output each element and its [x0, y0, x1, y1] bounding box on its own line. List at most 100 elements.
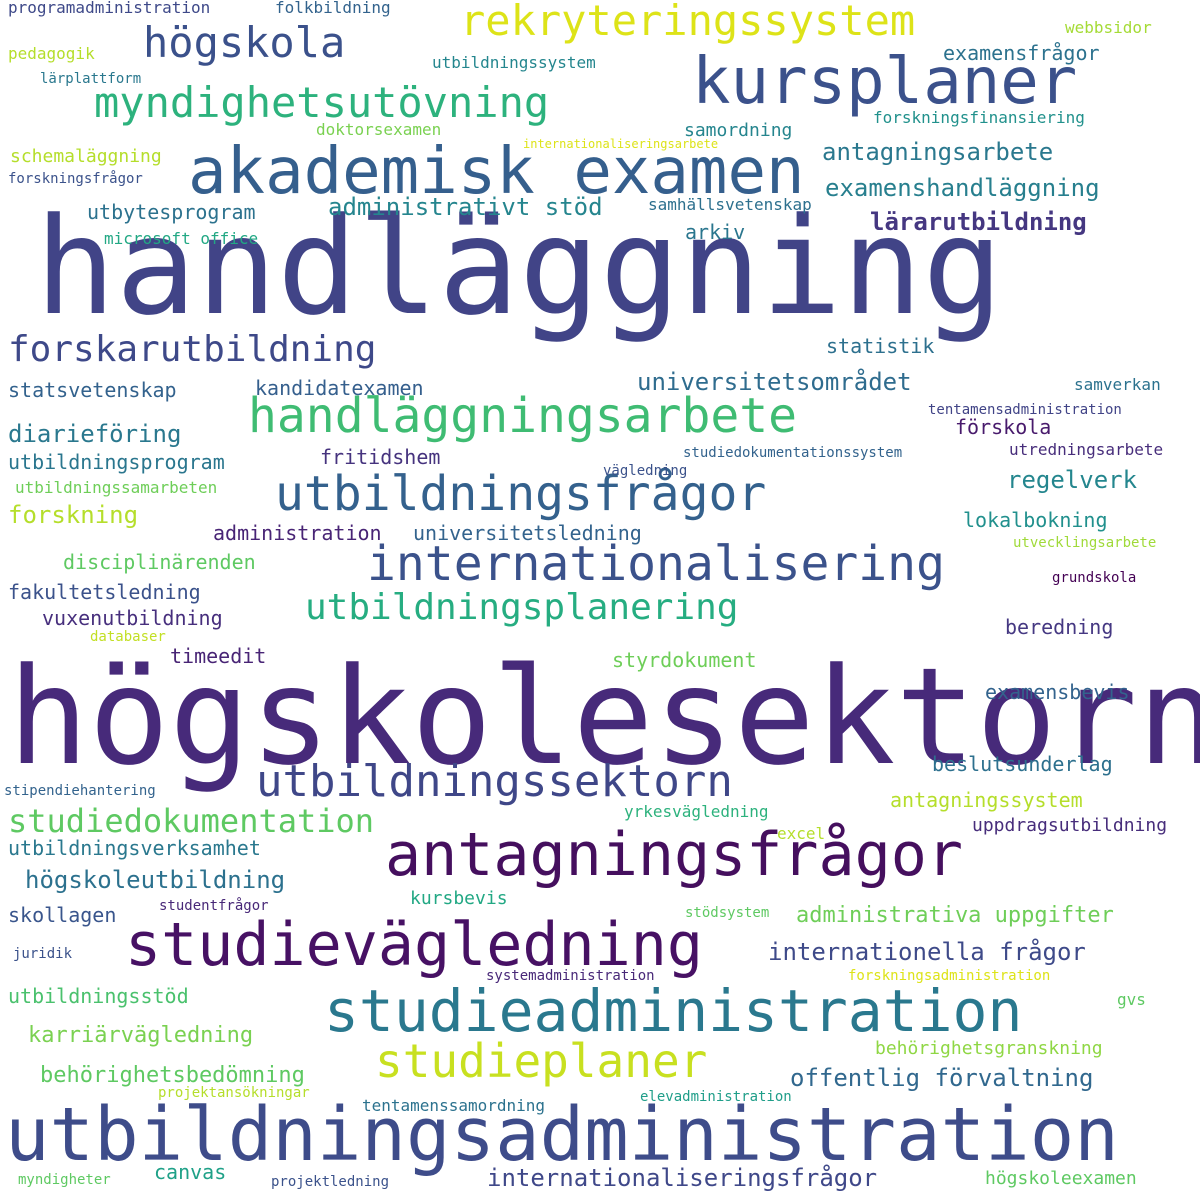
word: utbildningsadministration	[5, 1092, 1119, 1178]
word: skollagen	[8, 903, 117, 927]
word: microsoft office	[104, 229, 259, 248]
word: utbildningssamarbeten	[15, 478, 218, 497]
word: karriärvägledning	[28, 1023, 254, 1048]
word: studiedokumentation	[8, 802, 375, 840]
word: beslutsunderlag	[932, 752, 1113, 776]
word: tentamenssamordning	[362, 1096, 546, 1115]
word: utbildningsverksamhet	[8, 836, 261, 860]
word: handläggningsarbete	[248, 388, 798, 444]
word: gvs	[1117, 990, 1146, 1009]
word: fritidshem	[320, 445, 441, 469]
word: excel	[777, 824, 826, 843]
word: stödsystem	[685, 905, 770, 921]
word: fakultetsledning	[8, 580, 201, 604]
word: studiedokumentationssystem	[683, 445, 903, 461]
word: myndigheter	[18, 1172, 111, 1188]
word: regelverk	[1007, 466, 1138, 494]
word: examenshandläggning	[825, 174, 1100, 202]
word: utbildningssektorn	[256, 756, 733, 807]
word: samhällsvetenskap	[648, 195, 812, 214]
word: grundskola	[1052, 570, 1137, 586]
word: behörighetsgranskning	[875, 1038, 1103, 1059]
word: disciplinärenden	[63, 550, 256, 574]
word: offentlig förvaltning	[790, 1064, 1094, 1092]
word: forskningsfinansiering	[873, 108, 1085, 127]
word: vägledning	[603, 463, 688, 479]
word: databaser	[90, 629, 166, 645]
word: doktorsexamen	[316, 120, 442, 139]
word: högskola	[143, 18, 346, 67]
word: samordning	[684, 120, 793, 141]
word: vuxenutbildning	[42, 606, 223, 630]
word: administrativt stöd	[328, 193, 603, 221]
word: rekryteringssystem	[460, 0, 916, 45]
word: antagningsarbete	[822, 138, 1054, 166]
word: utbildningsprogram	[8, 450, 225, 474]
word: utbildningssystem	[432, 53, 596, 72]
word: administrativa uppgifter	[796, 903, 1114, 928]
word: systemadministration	[486, 968, 655, 984]
word: statistik	[826, 334, 935, 358]
word: tentamensadministration	[928, 402, 1122, 418]
word: studievägledning	[125, 910, 703, 980]
word: myndighetsutövning	[94, 78, 550, 127]
word: antagningsfrågor	[385, 820, 963, 890]
word: lokalbokning	[963, 508, 1108, 532]
word: folkbildning	[275, 0, 391, 17]
word: uppdragsutbildning	[972, 815, 1168, 836]
word: forskningsfrågor	[8, 171, 143, 187]
word: utredningsarbete	[1009, 440, 1164, 459]
word: programadministration	[8, 0, 211, 17]
word: kursplaner	[692, 45, 1078, 119]
word: handläggning	[35, 189, 1004, 345]
word: studieadministration	[324, 977, 1023, 1045]
word: examensbevis	[985, 680, 1130, 704]
word: administration	[213, 521, 382, 545]
word: diarieföring	[8, 420, 182, 448]
word: statsvetenskap	[8, 378, 177, 402]
word: högskoleexamen	[985, 1168, 1137, 1189]
word: projektledning	[271, 1174, 390, 1190]
word: akademisk examen	[188, 135, 805, 209]
word: studieplaner	[375, 1034, 708, 1088]
word: utbildningsplanering	[305, 587, 739, 628]
word: högskoleutbildning	[25, 866, 286, 894]
word: pedagogik	[8, 44, 95, 63]
word: behörighetsbedömning	[40, 1063, 305, 1088]
word: internationella frågor	[768, 938, 1086, 966]
word: arkiv	[685, 220, 746, 244]
word: lärplattform	[40, 71, 142, 87]
word: forskarutbildning	[8, 329, 377, 370]
word: förskola	[955, 415, 1052, 439]
word: utbytesprogram	[87, 200, 256, 224]
word: universitetsledning	[413, 521, 642, 545]
word: yrkesvägledning	[624, 802, 769, 821]
word: utvecklingsarbete	[1013, 535, 1157, 551]
word: forskning	[8, 501, 139, 529]
word: stipendiehantering	[4, 783, 156, 799]
word: antagningssystem	[890, 788, 1083, 812]
word: studentfrågor	[159, 898, 269, 914]
word: timeedit	[170, 644, 267, 668]
word: samverkan	[1074, 375, 1161, 394]
word: webbsidor	[1065, 18, 1152, 37]
word: beredning	[1005, 615, 1114, 639]
word: elevadministration	[640, 1089, 792, 1105]
word: internationaliseringsarbete	[523, 137, 719, 151]
word: examensfrågor	[943, 41, 1100, 65]
word: canvas	[154, 1160, 227, 1184]
word: utbildningsstöd	[8, 984, 189, 1008]
word: internationalisering	[367, 536, 945, 592]
word: universitetsområdet	[637, 368, 912, 396]
word: styrdokument	[612, 648, 757, 672]
word: kandidatexamen	[255, 376, 424, 400]
word: lärarutbildning	[870, 208, 1087, 236]
word: utbildningsfrågor	[275, 466, 767, 522]
word: forskningsadministration	[848, 968, 1051, 984]
word: projektansökningar	[158, 1085, 310, 1101]
word: högskolesektorn	[8, 639, 1200, 795]
word: schemaläggning	[10, 146, 162, 167]
word: kursbevis	[410, 888, 508, 909]
word: internationaliseringsfrågor	[487, 1164, 878, 1192]
